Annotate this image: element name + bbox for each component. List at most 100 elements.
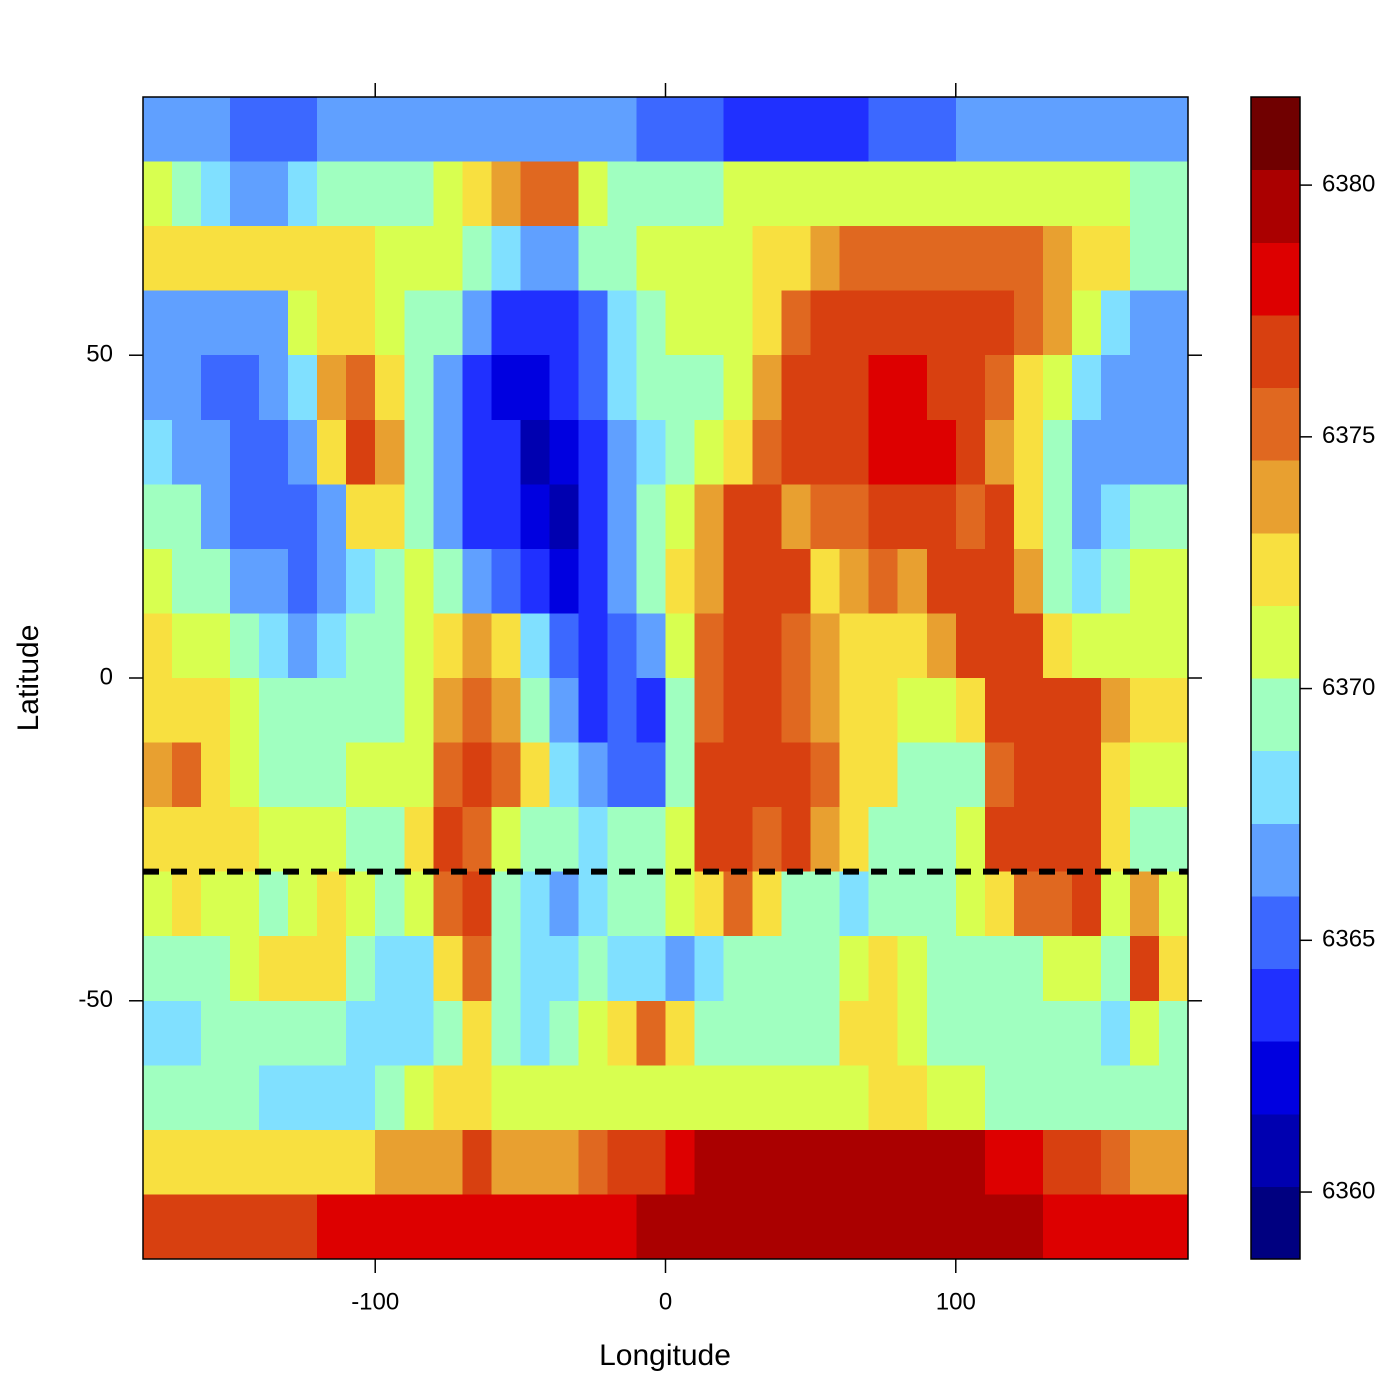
heatmap-cell [636, 548, 666, 614]
heatmap-cell [752, 1129, 783, 1195]
heatmap-cell [781, 226, 812, 292]
heatmap-cell [781, 290, 812, 356]
heatmap-cell [752, 871, 783, 937]
heatmap-cell [143, 678, 173, 744]
heatmap-cell [607, 936, 637, 1002]
heatmap-cell [665, 742, 696, 808]
colorbar-bin [1251, 387, 1300, 461]
heatmap-cell [694, 548, 725, 614]
colorbar-bin [1251, 242, 1300, 316]
heatmap-cell [462, 678, 492, 744]
heatmap-cell [317, 97, 347, 163]
heatmap-cell [1071, 678, 1102, 744]
heatmap-cell [665, 1065, 696, 1131]
heatmap-cell [1129, 548, 1160, 614]
heatmap-cell [172, 355, 202, 421]
heatmap-cell [955, 1065, 986, 1131]
heatmap-cell [375, 97, 405, 163]
heatmap-cell [1100, 355, 1131, 421]
heatmap-cell [607, 1129, 637, 1195]
heatmap-cell [926, 1000, 957, 1066]
heatmap-cell [346, 97, 376, 163]
heatmap-cell [1100, 548, 1131, 614]
heatmap-cell [926, 871, 957, 937]
heatmap-cell [723, 1000, 754, 1066]
heatmap-cell [781, 484, 812, 550]
heatmap-cell [259, 1065, 289, 1131]
heatmap-cell [984, 97, 1015, 163]
heatmap-cell [520, 678, 550, 744]
heatmap-cell [230, 290, 260, 356]
y-tick-label: -50 [78, 986, 113, 1013]
heatmap-cell [665, 355, 696, 421]
heatmap-cell [868, 1065, 899, 1131]
heatmap-cell [1013, 484, 1044, 550]
heatmap-cell [984, 807, 1015, 873]
heatmap-cell [752, 226, 783, 292]
heatmap-cell [1100, 936, 1131, 1002]
heatmap-cell [462, 1000, 492, 1066]
heatmap-cell [172, 484, 202, 550]
heatmap-cell [491, 871, 521, 937]
heatmap-cell [549, 1065, 579, 1131]
heatmap-cell [259, 161, 289, 227]
heatmap-cell [636, 355, 666, 421]
heatmap-cell [317, 484, 347, 550]
heatmap-cell [955, 290, 986, 356]
heatmap-cell [868, 871, 899, 937]
heatmap-cell [491, 290, 521, 356]
heatmap-cell [375, 226, 405, 292]
heatmap-cell [926, 484, 957, 550]
heatmap-cell [462, 97, 492, 163]
heatmap-cell [230, 613, 260, 679]
heatmap-cell [636, 1065, 666, 1131]
heatmap-cell [578, 1000, 608, 1066]
heatmap-cell [1013, 97, 1044, 163]
colorbar-frame [1250, 96, 1301, 1260]
heatmap-cell [810, 161, 841, 227]
heatmap-cell [201, 226, 231, 292]
heatmap-cell [1042, 97, 1073, 163]
colorbar-bin [1251, 1186, 1300, 1260]
heatmap-cell [897, 807, 928, 873]
heatmap-cell [839, 419, 870, 485]
heatmap-cell [694, 936, 725, 1002]
heatmap-cell [462, 1129, 492, 1195]
heatmap-cell [172, 742, 202, 808]
heatmap-cell [926, 742, 957, 808]
heatmap-cell [433, 161, 463, 227]
heatmap-cell [491, 613, 521, 679]
heatmap-cell [1129, 936, 1160, 1002]
heatmap-cell [897, 1129, 928, 1195]
heatmap-cell [607, 548, 637, 614]
heatmap-cell [694, 807, 725, 873]
heatmap-cell [549, 742, 579, 808]
heatmap-cell [230, 97, 260, 163]
colorbar-tick-label: 6365 [1322, 926, 1375, 953]
heatmap-cell [868, 226, 899, 292]
heatmap-cell [694, 613, 725, 679]
heatmap-cell [1042, 1065, 1073, 1131]
heatmap-cell [259, 1194, 289, 1260]
heatmap-cell [143, 1065, 173, 1131]
heatmap-cell [636, 871, 666, 937]
heatmap-cell [143, 355, 173, 421]
heatmap-cell [462, 1194, 492, 1260]
heatmap-cell [520, 742, 550, 808]
heatmap-cell [549, 1129, 579, 1195]
heatmap-cell [810, 226, 841, 292]
heatmap-cell [230, 678, 260, 744]
heatmap-cell [230, 742, 260, 808]
heatmap-cell [317, 1129, 347, 1195]
heatmap-cell [607, 1065, 637, 1131]
heatmap-cell [433, 419, 463, 485]
heatmap-cell [868, 807, 899, 873]
heatmap-cell [810, 355, 841, 421]
heatmap-cell [1158, 871, 1189, 937]
heatmap-cell [636, 613, 666, 679]
heatmap-cell [1100, 161, 1131, 227]
heatmap-cell [201, 1129, 231, 1195]
heatmap-cell [404, 742, 434, 808]
heatmap-cell [375, 548, 405, 614]
heatmap-cell [1013, 226, 1044, 292]
